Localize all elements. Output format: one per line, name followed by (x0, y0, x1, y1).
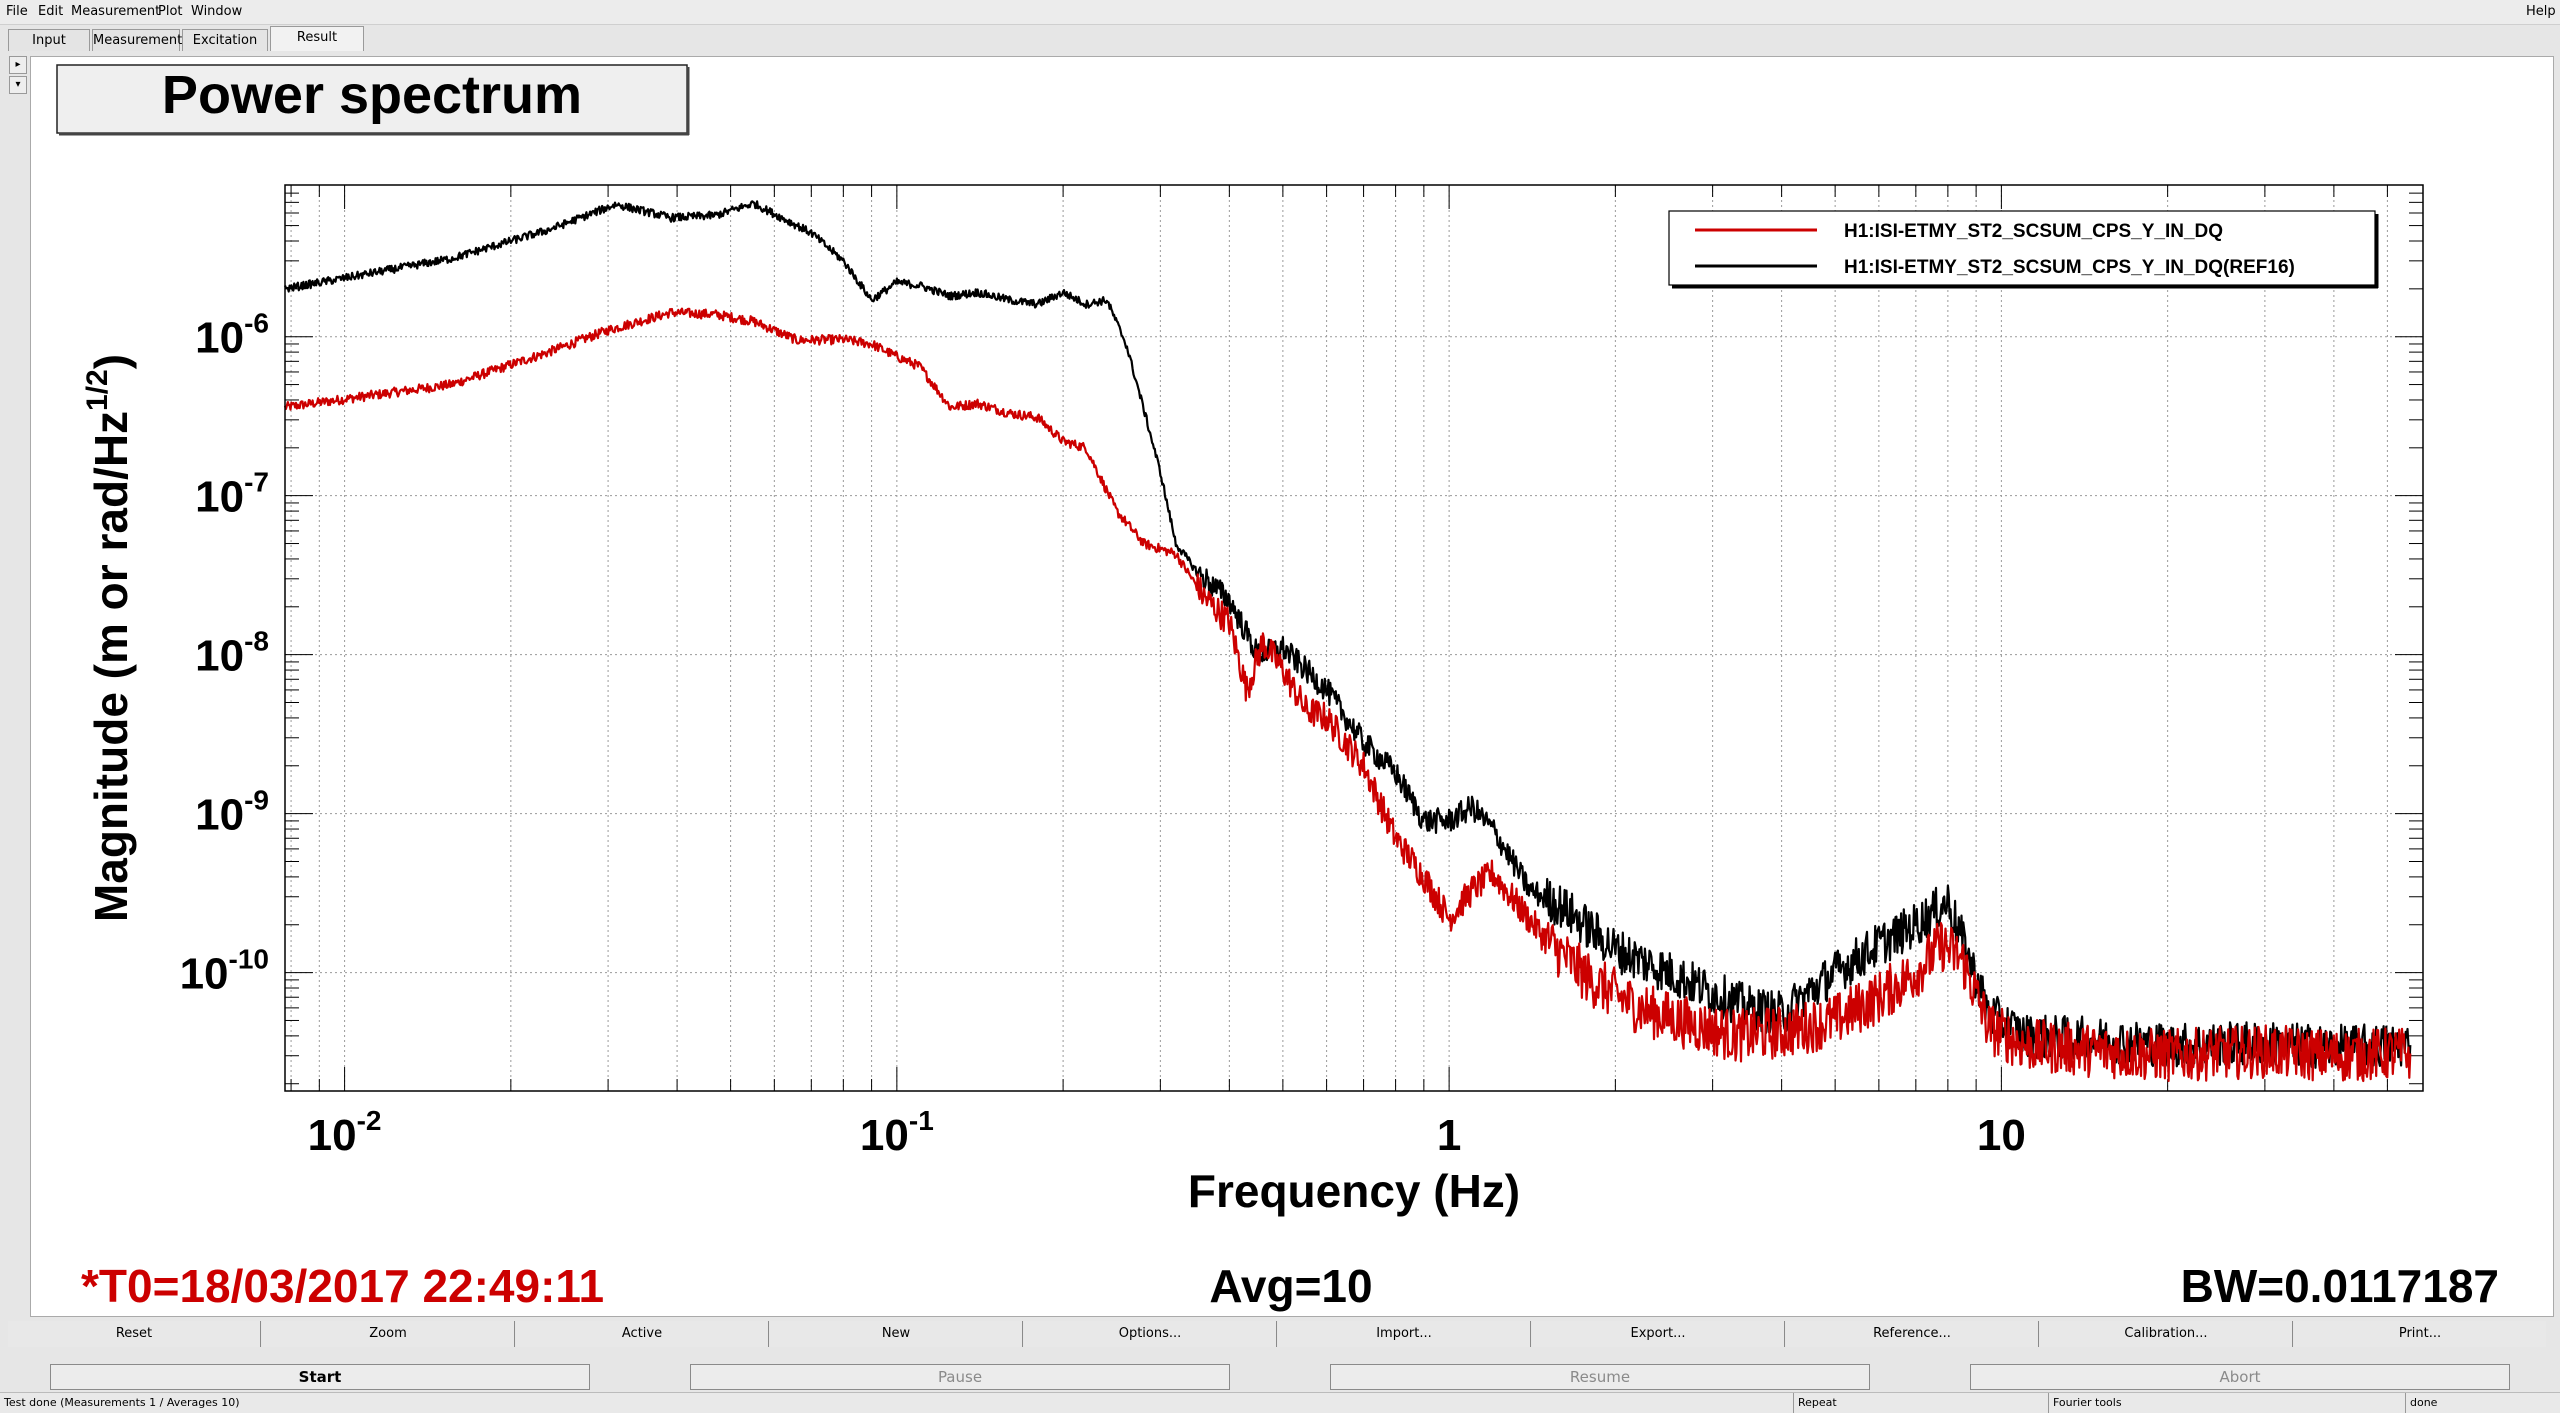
tab-measurement[interactable]: Measurement (92, 29, 182, 51)
plot-svg[interactable]: Power spectrum 10-2 10-1 1 10 10-610-710-81… (31, 57, 2553, 1316)
legend-label-2: H1:ISI-ETMY_ST2_SCSUM_CPS_Y_IN_DQ(REF16) (1844, 257, 2295, 278)
status-fourier-tools: Fourier tools (2053, 1396, 2122, 1409)
x-tick-labels: 10-2 10-1 1 10 (308, 1105, 2026, 1160)
resume-button[interactable]: Resume (1330, 1364, 1870, 1390)
plot-toolbar: Reset Zoom Active New Options... Import.… (0, 1319, 2560, 1351)
series-lines (283, 200, 2412, 1083)
left-panel-strip: ▸ ▾ (0, 54, 30, 1317)
status-message: Test done (Measurements 1 / Averages 10) (4, 1396, 240, 1409)
menu-help[interactable]: Help (2526, 4, 2556, 19)
collapse-arrow-icon[interactable]: ▾ (9, 76, 27, 94)
avg-label: Avg=10 (1209, 1260, 1372, 1312)
legend: H1:ISI-ETMY_ST2_SCSUM_CPS_Y_IN_DQ H1:ISI… (1668, 210, 2379, 289)
y-tick-label: 10-10 (180, 944, 269, 999)
pause-button[interactable]: Pause (690, 1364, 1230, 1390)
axis-ticks (285, 184, 2423, 1091)
bw-label: BW=0.0117187 (2181, 1260, 2499, 1312)
tab-bar: Input Measurement Excitation Result (0, 25, 2560, 53)
status-bar: Test done (Measurements 1 / Averages 10)… (0, 1392, 2560, 1413)
title-box (56, 64, 688, 134)
t0-label: *T0=18/03/2017 22:49:11 (81, 1260, 604, 1312)
reference-button[interactable]: Reference... (1786, 1321, 2039, 1347)
x-tick-label: 10 (1977, 1111, 2026, 1160)
tab-excitation[interactable]: Excitation (182, 29, 268, 51)
y-tick-label: 10-7 (195, 467, 269, 522)
x-tick-label: 10-2 (308, 1105, 382, 1160)
calibration-button[interactable]: Calibration... (2040, 1321, 2293, 1347)
status-done: done (2410, 1396, 2438, 1409)
reset-button[interactable]: Reset (8, 1321, 261, 1347)
menu-file[interactable]: File (6, 4, 28, 19)
menu-bar: File Edit Measurement Plot Window Help (0, 0, 2560, 25)
x-tick-label: 10-1 (860, 1105, 934, 1160)
x-axis-label: Frequency (Hz) (1188, 1165, 1520, 1217)
expand-arrow-icon[interactable]: ▸ (9, 56, 27, 74)
right-panel-strip (2553, 54, 2560, 1317)
tab-input[interactable]: Input (8, 29, 90, 51)
series-line-black (283, 200, 2412, 1070)
zoom-button[interactable]: Zoom (262, 1321, 515, 1347)
y-tick-label: 10-6 (195, 308, 269, 363)
print-button[interactable]: Print... (2294, 1321, 2546, 1347)
new-button[interactable]: New (770, 1321, 1023, 1347)
y-tick-labels: 10-6 10-7 10-8 10-9 10-10 (180, 308, 269, 999)
plot-frame (284, 184, 2424, 1092)
status-repeat: Repeat (1798, 1396, 1837, 1409)
export-button[interactable]: Export... (1532, 1321, 1785, 1347)
y-tick-label: 10-8 (195, 626, 269, 681)
tab-result[interactable]: Result (270, 26, 364, 51)
options-button[interactable]: Options... (1024, 1321, 1277, 1347)
active-button[interactable]: Active (516, 1321, 769, 1347)
y-axis-label: Magnitude (m or rad/Hz1/2) (81, 354, 137, 922)
plot-grid (285, 185, 2423, 1091)
series-line-red (283, 307, 2412, 1083)
plot-title: Power spectrum (162, 65, 582, 125)
menu-window[interactable]: Window (191, 4, 243, 19)
y-tick-label: 10-9 (195, 785, 269, 840)
x-tick-label: 1 (1437, 1111, 1461, 1160)
abort-button[interactable]: Abort (1970, 1364, 2510, 1390)
import-button[interactable]: Import... (1278, 1321, 1531, 1347)
menu-plot[interactable]: Plot (158, 4, 183, 19)
legend-label-1: H1:ISI-ETMY_ST2_SCSUM_CPS_Y_IN_DQ (1844, 221, 2223, 242)
start-button[interactable]: Start (50, 1364, 590, 1390)
run-controls: Start Pause Resume Abort (0, 1352, 2560, 1392)
plot-canvas[interactable]: Power spectrum 10-2 10-1 1 10 10-6 10-7 10-8 1… (30, 56, 2554, 1317)
menu-edit[interactable]: Edit (38, 4, 64, 19)
legend-box (1668, 210, 2376, 286)
menu-measurement[interactable]: Measurement (71, 4, 161, 19)
